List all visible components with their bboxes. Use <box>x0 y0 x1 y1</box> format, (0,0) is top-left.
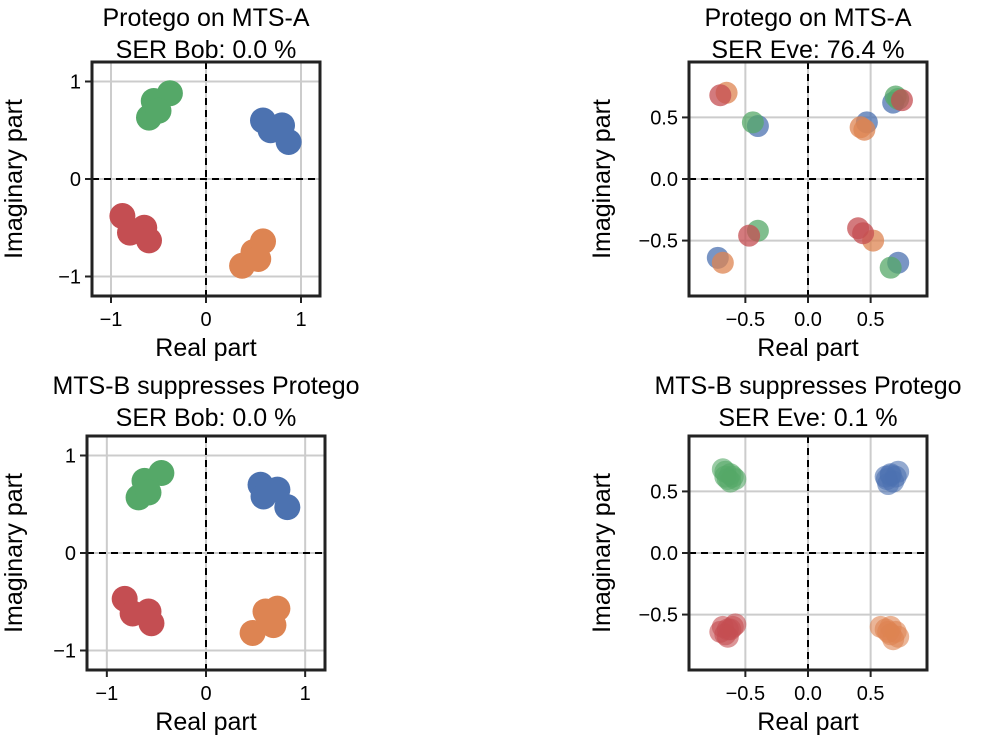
chart-panel-eve-mts-a: Protego on MTS-A SER Eve: 76.4 % −0.5 0.0 0.… <box>497 0 994 368</box>
chart-title: MTS-B suppresses Protego <box>654 372 961 400</box>
data-point-class-0 <box>275 128 302 155</box>
x-axis-label: Real part <box>155 334 256 362</box>
data-point-class-1 <box>879 615 902 638</box>
x-tick-label: 0.0 <box>794 309 822 331</box>
y-axis-label: Imaginary part <box>588 99 616 259</box>
x-tick-label: −0.5 <box>726 683 765 705</box>
chart-panel-eve-mts-b: MTS-B suppresses Protego SER Eve: 0.1 % −0… <box>497 368 994 737</box>
y-tick-label: 0 <box>65 543 76 565</box>
data-point-class-3 <box>709 84 732 107</box>
y-tick-label: −1 <box>58 267 81 289</box>
data-point-class-1 <box>245 245 272 272</box>
y-tick-label: 0.5 <box>650 481 678 503</box>
data-point-class-2 <box>714 465 737 488</box>
data-point-class-0 <box>274 494 301 521</box>
chart-title: Protego on MTS-A <box>102 4 309 32</box>
data-point-class-1 <box>239 619 266 646</box>
y-tick-label: 0.0 <box>650 543 678 565</box>
data-point-class-2 <box>741 111 764 134</box>
y-tick-label: 0 <box>70 169 81 191</box>
chart-title: MTS-B suppresses Protego <box>52 372 359 400</box>
data-point-class-3 <box>738 224 761 247</box>
x-tick-label: −0.5 <box>726 309 765 331</box>
y-axis-label: Imaginary part <box>0 473 28 633</box>
data-point-class-3 <box>890 89 913 112</box>
data-point-class-1 <box>853 118 876 141</box>
chart-subtitle: SER Bob: 0.0 % <box>116 36 297 64</box>
x-tick-label: 0.5 <box>857 309 885 331</box>
y-tick-label: −1 <box>53 641 76 663</box>
chart-svg-eve-mts-b: MTS-B suppresses Protego SER Eve: 0.1 % −0… <box>588 372 962 736</box>
chart-svg-bob-mts-b: MTS-B suppresses Protego SER Bob: 0.0 % −1… <box>0 372 360 736</box>
y-tick-label: 0.5 <box>650 107 678 129</box>
data-point-class-2 <box>879 256 902 279</box>
x-axis-label: Real part <box>757 708 858 736</box>
chart-panel-bob-mts-b: MTS-B suppresses Protego SER Bob: 0.0 % −1… <box>0 368 497 737</box>
chart-subtitle: SER Eve: 0.1 % <box>718 404 897 432</box>
y-tick-label: −0.5 <box>639 605 678 627</box>
y-tick-label: 0.0 <box>650 169 678 191</box>
chart-subtitle: SER Eve: 76.4 % <box>711 36 904 64</box>
chart-subtitle: SER Bob: 0.0 % <box>116 404 297 432</box>
data-point-class-1 <box>264 595 291 622</box>
data-point-class-0 <box>874 465 897 488</box>
data-point-class-2 <box>145 97 172 124</box>
chart-panel-bob-mts-a: Protego on MTS-A SER Bob: 0.0 % −1 0 1 −1 0 1 Re… <box>0 0 497 368</box>
x-tick-label: −1 <box>100 309 123 331</box>
chart-svg-eve-mts-a: Protego on MTS-A SER Eve: 76.4 % −0.5 0.0 0.… <box>588 4 929 362</box>
y-tick-label: 1 <box>65 446 76 468</box>
data-point-class-3 <box>136 227 162 254</box>
y-tick-label: 1 <box>70 72 81 94</box>
x-tick-label: 0 <box>200 683 211 705</box>
chart-title: Protego on MTS-A <box>704 4 911 32</box>
y-axis-label: Imaginary part <box>588 473 616 633</box>
x-tick-label: 0.0 <box>794 683 822 705</box>
data-point-class-1 <box>711 251 734 274</box>
y-axis-label: Imaginary part <box>0 99 28 259</box>
x-tick-label: −1 <box>95 683 118 705</box>
data-point-class-3 <box>716 618 739 641</box>
y-tick-label: −0.5 <box>639 231 678 253</box>
x-axis-label: Real part <box>757 334 858 362</box>
x-tick-label: 0 <box>200 309 211 331</box>
x-tick-label: 0.5 <box>857 683 885 705</box>
data-point-class-3 <box>852 222 875 245</box>
x-axis-label: Real part <box>155 708 256 736</box>
x-tick-label: 1 <box>300 683 311 705</box>
chart-svg-bob-mts-a: Protego on MTS-A SER Bob: 0.0 % −1 0 1 −1 0 1 Re… <box>0 4 322 362</box>
x-tick-label: 1 <box>295 309 306 331</box>
data-point-class-2 <box>135 479 162 506</box>
data-point-class-3 <box>138 610 165 637</box>
